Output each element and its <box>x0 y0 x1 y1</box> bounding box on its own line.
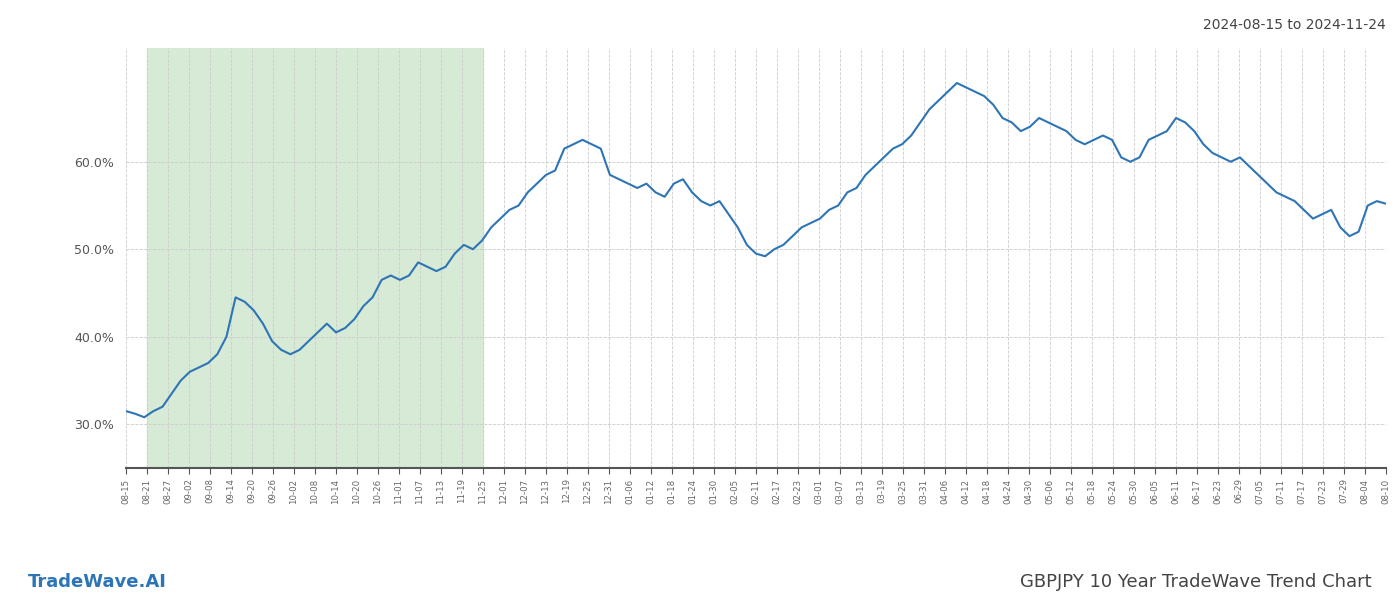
Text: TradeWave.AI: TradeWave.AI <box>28 573 167 591</box>
Text: 2024-08-15 to 2024-11-24: 2024-08-15 to 2024-11-24 <box>1203 18 1386 32</box>
Text: GBPJPY 10 Year TradeWave Trend Chart: GBPJPY 10 Year TradeWave Trend Chart <box>1021 573 1372 591</box>
Bar <box>147 48 483 468</box>
